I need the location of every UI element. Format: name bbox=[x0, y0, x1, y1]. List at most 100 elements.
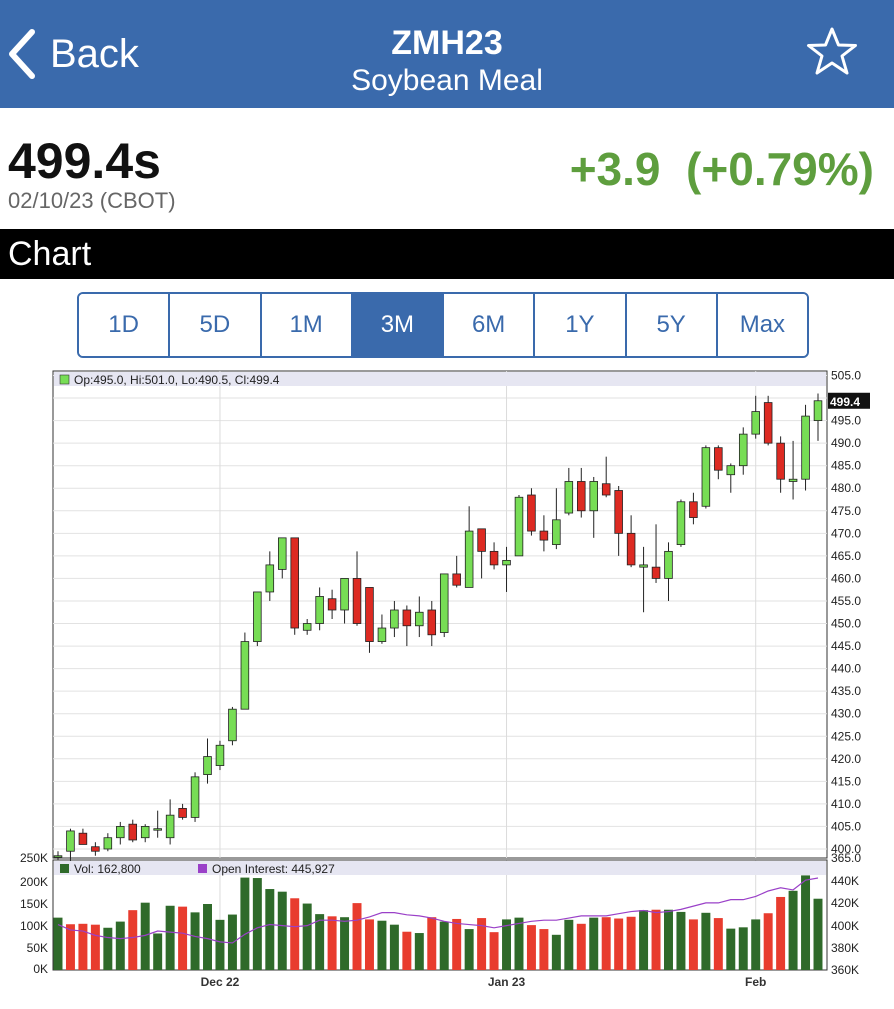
volume-bar-up bbox=[277, 891, 287, 970]
range-button-6m[interactable]: 6M bbox=[444, 294, 536, 356]
candle-up bbox=[215, 744, 225, 766]
y-tick-label: 455.0 bbox=[831, 594, 861, 608]
volume-tick-label: 100K bbox=[20, 919, 48, 933]
candle-down bbox=[477, 528, 486, 552]
volume-bar-up bbox=[389, 924, 399, 970]
volume-bar-down bbox=[651, 909, 661, 970]
volume-bar-up bbox=[265, 889, 275, 970]
price-change: +3.9 (+0.79%) bbox=[569, 143, 874, 195]
contract-symbol: ZMH23 bbox=[391, 24, 503, 62]
volume-bar-down bbox=[688, 919, 698, 970]
range-button-1y[interactable]: 1Y bbox=[535, 294, 627, 356]
volume-tick-label: 250K bbox=[20, 851, 48, 865]
section-header: Chart bbox=[0, 229, 894, 279]
y-tick-label: 475.0 bbox=[831, 504, 861, 518]
candle-up bbox=[315, 596, 324, 624]
candle-down bbox=[452, 573, 461, 586]
candle-up bbox=[53, 855, 63, 858]
volume-bar-down bbox=[763, 913, 773, 970]
y-tick-label: 480.0 bbox=[831, 481, 861, 495]
volume-bar-down bbox=[352, 903, 362, 970]
y-tick-label: 505.0 bbox=[831, 369, 861, 383]
candle-up bbox=[415, 611, 424, 627]
candle-up bbox=[377, 627, 387, 642]
volume-bar-up bbox=[302, 903, 312, 970]
range-button-3m[interactable]: 3M bbox=[352, 294, 444, 356]
last-price: 499.4s bbox=[8, 133, 161, 189]
candle-down bbox=[776, 442, 785, 480]
volume-bar-down bbox=[776, 896, 786, 970]
candle-down bbox=[651, 566, 661, 579]
candle-up bbox=[140, 826, 150, 839]
volume-bar-up bbox=[701, 912, 711, 970]
candle-up bbox=[390, 609, 399, 629]
volume-bar-up bbox=[252, 878, 262, 970]
candle-down bbox=[91, 846, 100, 852]
candle-up bbox=[253, 591, 262, 642]
y-tick-label: 405.0 bbox=[831, 819, 861, 833]
range-button-5d[interactable]: 5D bbox=[170, 294, 262, 356]
y-tick-label: 465.0 bbox=[831, 549, 861, 563]
candle-up bbox=[240, 641, 250, 710]
oi-tick-label: 420K bbox=[831, 896, 859, 910]
volume-bar-up bbox=[801, 875, 811, 970]
star-icon[interactable] bbox=[806, 26, 858, 78]
y-tick-label: 460.0 bbox=[831, 571, 861, 585]
volume-bar-down bbox=[427, 917, 437, 970]
legend-swatch bbox=[59, 374, 70, 385]
candle-up bbox=[738, 433, 748, 467]
volume-bar-up bbox=[103, 927, 113, 970]
oi-tick-label: 360K bbox=[831, 963, 859, 977]
volume-bar-down bbox=[128, 910, 138, 970]
volume-bar-down bbox=[626, 916, 636, 970]
volume-bar-up bbox=[439, 921, 449, 970]
candle-down bbox=[427, 609, 437, 636]
candle-up bbox=[552, 519, 561, 546]
range-button-1d[interactable]: 1D bbox=[79, 294, 171, 356]
oi-legend-swatch bbox=[198, 864, 207, 873]
y-tick-label: 485.0 bbox=[831, 459, 861, 473]
y-tick-label: 435.0 bbox=[831, 684, 861, 698]
volume-bar-up bbox=[153, 933, 163, 970]
volume-legend-swatch bbox=[60, 864, 69, 873]
candle-down bbox=[489, 550, 499, 566]
candle-up bbox=[514, 496, 524, 557]
volume-bar-up bbox=[215, 919, 225, 970]
candle-up bbox=[676, 501, 686, 546]
volume-bar-down bbox=[489, 932, 499, 970]
range-button-max[interactable]: Max bbox=[717, 294, 807, 356]
back-button[interactable]: Back bbox=[6, 24, 139, 84]
volume-bar-up bbox=[203, 904, 212, 970]
volume-bar-up bbox=[464, 929, 474, 970]
candle-up bbox=[726, 465, 736, 476]
candle-down bbox=[577, 481, 586, 512]
range-button-1m[interactable]: 1M bbox=[261, 294, 353, 356]
top-nav-bar: Back ZMH23 Soybean Meal bbox=[0, 0, 894, 108]
oi-tick-label: 400K bbox=[831, 919, 859, 933]
volume-bar-up bbox=[726, 928, 736, 970]
volume-bar-up bbox=[190, 912, 200, 970]
volume-bar-down bbox=[364, 919, 374, 970]
candle-down bbox=[327, 598, 337, 611]
y-tick-label: 400.0 bbox=[831, 842, 861, 856]
candle-up bbox=[66, 830, 75, 852]
volume-bar-down bbox=[526, 925, 536, 970]
back-label[interactable]: Back bbox=[50, 31, 139, 76]
volume-bar-up bbox=[639, 910, 649, 970]
oi-tick-label: 440K bbox=[831, 874, 859, 888]
range-button-5y[interactable]: 5Y bbox=[626, 294, 718, 356]
candle-up bbox=[340, 578, 349, 611]
volume-bar-down bbox=[477, 918, 487, 970]
candle-up bbox=[190, 776, 200, 818]
volume-bar-down bbox=[78, 923, 88, 970]
volume-bar-up bbox=[165, 905, 175, 970]
volume-bar-down bbox=[290, 898, 300, 970]
y-tick-label: 420.0 bbox=[831, 752, 861, 766]
candle-down bbox=[365, 587, 374, 642]
volume-bar-up bbox=[514, 917, 524, 970]
y-tick-label: 410.0 bbox=[831, 797, 861, 811]
y-tick-label: 415.0 bbox=[831, 774, 861, 788]
volume-bar-down bbox=[327, 916, 337, 970]
volume-tick-label: 50K bbox=[27, 941, 48, 955]
candle-down bbox=[178, 807, 187, 818]
